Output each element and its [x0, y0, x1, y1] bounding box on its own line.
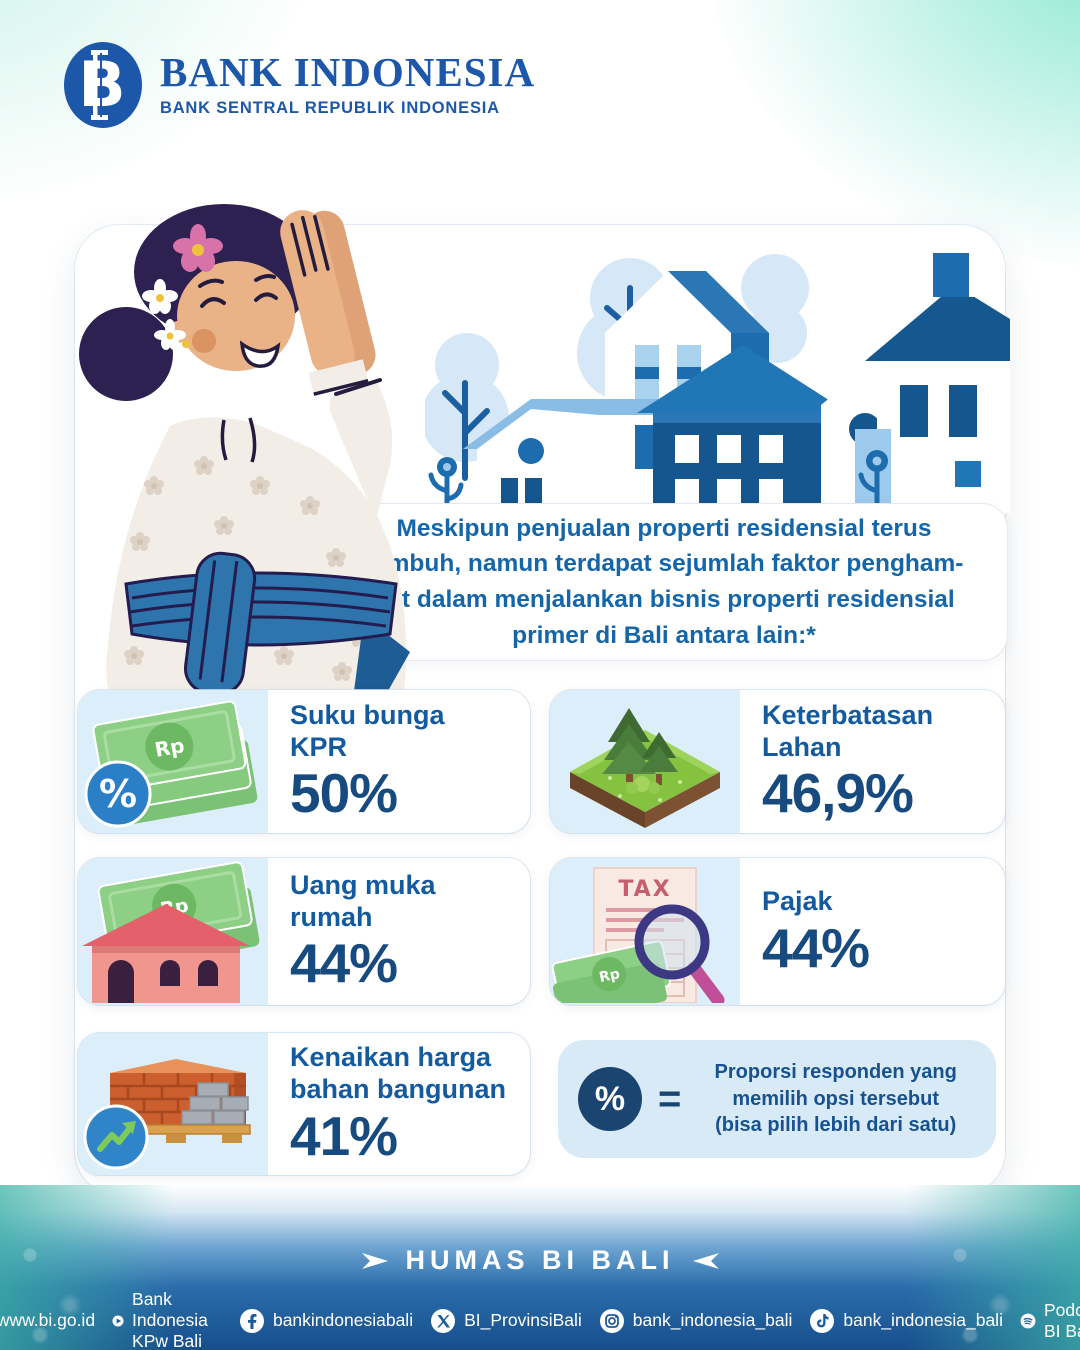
- stat-card-uang-muka-rumah: Rp Uang muka rumah 44%: [78, 858, 530, 1005]
- land-icon: [550, 690, 740, 833]
- social-instagram[interactable]: bank_indonesia_bali: [599, 1308, 793, 1334]
- houses-illustration: [425, 253, 1010, 513]
- social-label: bankindonesiabali: [272, 1310, 414, 1330]
- legend-box: % = Proporsi responden yang memilih opsi…: [558, 1040, 996, 1158]
- stat-label: Kenaikan harga bahan bangunan: [290, 1042, 506, 1105]
- social-links: www.bi.go.id Bank Indonesia KPw Bali ban…: [0, 1289, 1080, 1350]
- social-website[interactable]: www.bi.go.id: [0, 1308, 95, 1334]
- spotify-icon: [1020, 1313, 1036, 1328]
- social-x[interactable]: BI_ProvinsiBali: [430, 1308, 582, 1334]
- svg-text:Rp: Rp: [598, 966, 622, 986]
- facebook-icon: [239, 1308, 264, 1333]
- bricks-icon: [78, 1033, 268, 1175]
- stat-label: Uang muka rumah: [290, 869, 436, 932]
- stat-value: 41%: [290, 1104, 398, 1167]
- x-icon: [431, 1308, 456, 1333]
- svg-text:TAX: TAX: [618, 877, 671, 902]
- footer: HUMAS BI BALI www.bi.go.id: [0, 1185, 1080, 1350]
- stat-card-keterbatasan-lahan: Keterbatasan Lahan 46,9%: [550, 690, 1005, 833]
- social-label: bank_indonesia_bali: [632, 1310, 793, 1330]
- balinese-woman-illustration: [79, 204, 410, 691]
- social-label: BI_ProvinsiBali: [464, 1310, 582, 1330]
- svg-text:%: %: [99, 772, 137, 816]
- stat-card-suku-bunga-kpr: Rp % Suku bunga KPR 50%: [78, 690, 530, 833]
- svg-text:Rp: Rp: [153, 733, 186, 762]
- intro-text: Meskipun penjualan properti residensial …: [364, 514, 964, 649]
- social-label: www.bi.go.id: [0, 1310, 96, 1330]
- legend-text: Proporsi responden yang memilih opsi ter…: [714, 1061, 957, 1137]
- social-tiktok[interactable]: bank_indonesia_bali: [809, 1308, 1003, 1334]
- stat-label: Suku bunga KPR: [290, 699, 445, 762]
- social-label: bank_indonesia_bali: [843, 1310, 1003, 1330]
- logo-title: BANK INDONESIA: [160, 49, 536, 95]
- legend-percent-symbol: %: [594, 1079, 626, 1118]
- header-logo: B BANK INDONESIA BANK SENTRAL REPUBLIK I…: [62, 40, 535, 130]
- arrow-right-icon: [361, 1252, 388, 1269]
- stat-value: 46,9%: [762, 762, 914, 825]
- stat-card-kenaikan-harga-bahan-bangunan: Kenaikan harga bahan bangunan 41%: [78, 1033, 530, 1175]
- social-label: Podcast BI Bali: [1043, 1299, 1080, 1341]
- youtube-icon: [112, 1314, 124, 1327]
- tax-magnifier-icon: TAX Rp: [550, 858, 740, 1005]
- social-facebook[interactable]: bankindonesiabali: [239, 1308, 413, 1334]
- footer-title: HUMAS BI BALI: [405, 1245, 675, 1275]
- instagram-icon: [599, 1308, 624, 1333]
- legend-equals: =: [658, 1076, 682, 1121]
- social-youtube[interactable]: Bank Indonesia KPw Bali: [112, 1289, 222, 1350]
- stat-value: 50%: [290, 762, 398, 825]
- stat-card-pajak: TAX Rp Pajak 44%: [550, 858, 1005, 1005]
- tiktok-icon: [810, 1308, 835, 1333]
- stat-label: Pajak: [762, 885, 833, 916]
- arrow-left-icon: [692, 1252, 719, 1269]
- house-money-icon: Rp: [78, 858, 268, 1005]
- percent-badge-icon: %: [578, 1067, 642, 1131]
- footer-title-row: HUMAS BI BALI: [0, 1245, 1080, 1276]
- social-spotify[interactable]: Podcast BI Bali: [1020, 1300, 1080, 1342]
- stat-value: 44%: [762, 916, 870, 979]
- stat-value: 44%: [290, 932, 398, 995]
- social-label: Bank Indonesia KPw Bali: [132, 1289, 208, 1350]
- stat-label: Keterbatasan Lahan: [762, 699, 934, 762]
- logo-subtitle: BANK SENTRAL REPUBLIK INDONESIA: [160, 99, 500, 117]
- intro-box: Meskipun penjualan properti residensial …: [320, 503, 1008, 661]
- bank-indonesia-logo-icon: B: [64, 42, 142, 128]
- money-percent-icon: Rp %: [78, 690, 268, 833]
